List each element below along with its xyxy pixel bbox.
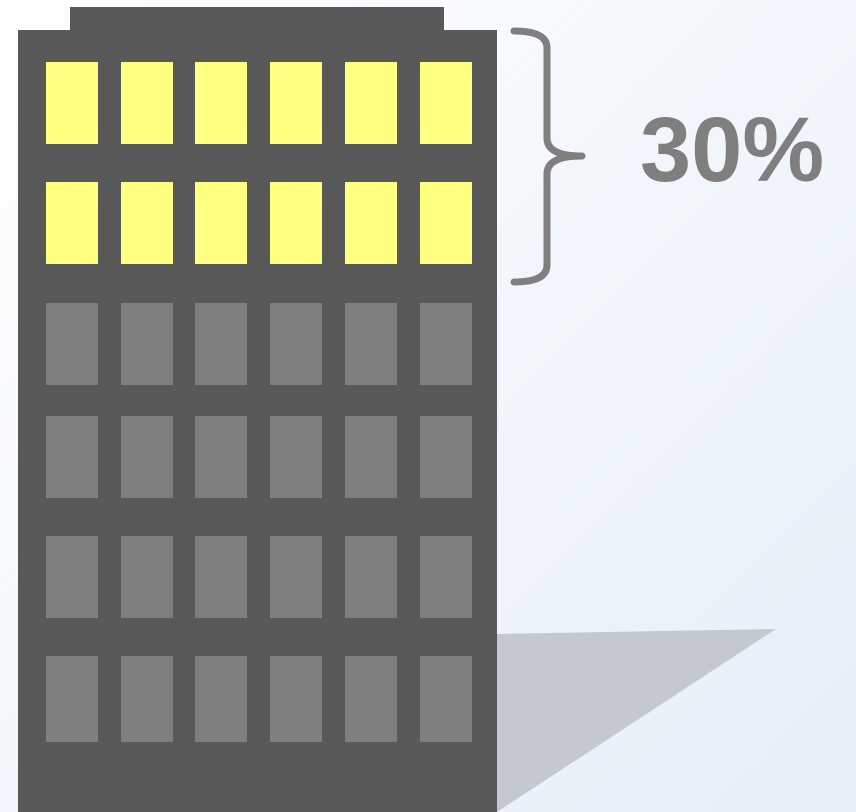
window-dark — [270, 536, 322, 618]
window-lit — [345, 182, 397, 264]
occupancy-percent-label: 30% — [640, 99, 825, 201]
window-dark — [121, 416, 173, 498]
building-windows — [46, 62, 472, 742]
window-dark — [121, 536, 173, 618]
window-dark — [270, 303, 322, 385]
building-shadow — [497, 629, 776, 812]
window-lit — [270, 62, 322, 144]
window-dark — [46, 536, 98, 618]
window-dark — [420, 416, 472, 498]
window-dark — [270, 416, 322, 498]
window-dark — [195, 536, 247, 618]
window-dark — [46, 416, 98, 498]
window-lit — [121, 62, 173, 144]
window-dark — [270, 656, 322, 742]
window-dark — [420, 303, 472, 385]
window-lit — [195, 62, 247, 144]
window-dark — [121, 656, 173, 742]
window-lit — [345, 62, 397, 144]
window-dark — [46, 303, 98, 385]
window-dark — [345, 656, 397, 742]
bracket-brace — [510, 27, 586, 286]
window-dark — [420, 656, 472, 742]
window-dark — [195, 416, 247, 498]
window-lit — [420, 62, 472, 144]
window-dark — [345, 303, 397, 385]
window-dark — [420, 536, 472, 618]
window-dark — [195, 656, 247, 742]
window-lit — [46, 62, 98, 144]
window-lit — [420, 182, 472, 264]
window-lit — [270, 182, 322, 264]
window-dark — [345, 536, 397, 618]
window-lit — [195, 182, 247, 264]
window-dark — [121, 303, 173, 385]
window-dark — [46, 656, 98, 742]
window-lit — [121, 182, 173, 264]
window-dark — [195, 303, 247, 385]
window-lit — [46, 182, 98, 264]
window-dark — [345, 416, 397, 498]
